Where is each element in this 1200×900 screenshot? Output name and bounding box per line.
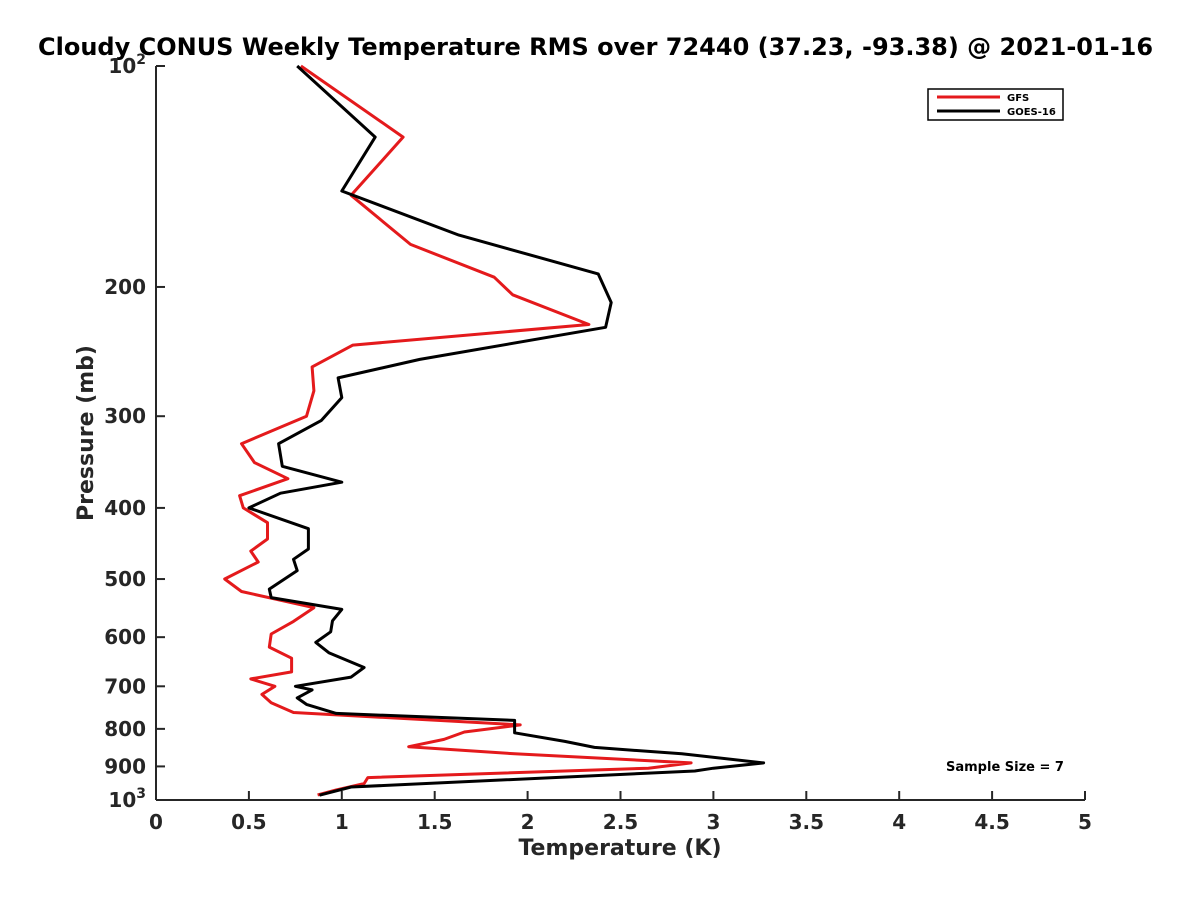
y-tick-label: 400 [104, 496, 146, 520]
x-tick-label: 0 [149, 810, 163, 834]
series-group [223, 64, 766, 797]
sample-size-annotation: Sample Size = 7 [946, 760, 1064, 775]
x-tick-label: 5 [1078, 810, 1092, 834]
y-tick-label: 102 [108, 52, 146, 78]
y-tick-label: 103 [108, 786, 146, 812]
x-tick-label: 4.5 [974, 810, 1009, 834]
y-tick-label: 200 [104, 275, 146, 299]
x-ticks: 0 0.5 1 1.5 2 2.5 3 3.5 4 4.5 5 [149, 791, 1092, 834]
y-tick-label: 800 [104, 717, 146, 741]
y-tick-label: 600 [104, 625, 146, 649]
legend-label: GFS [1007, 93, 1029, 104]
x-axis-label: Temperature (K) [518, 836, 721, 861]
y-tick-label: 500 [104, 567, 146, 591]
x-tick-label: 2.5 [603, 810, 638, 834]
x-tick-label: 3.5 [789, 810, 824, 834]
y-tick-label: 300 [104, 404, 146, 428]
x-tick-label: 3 [706, 810, 720, 834]
x-tick-label: 1 [335, 810, 349, 834]
legend: GFS GOES-16 [927, 88, 1064, 121]
legend-box [927, 88, 1064, 121]
x-tick-label: 1.5 [417, 810, 452, 834]
x-tick-label: 0.5 [231, 810, 266, 834]
chart-title: Cloudy CONUS Weekly Temperature RMS over… [38, 33, 1153, 61]
y-ticks: 102 200 300 400 500 600 700 800 900 103 [104, 52, 165, 812]
series-line-1 [247, 64, 766, 797]
x-tick-label: 4 [892, 810, 906, 834]
x-tick-label: 2 [521, 810, 535, 834]
legend-label: GOES-16 [1007, 107, 1056, 118]
y-tick-label: 900 [104, 754, 146, 778]
y-tick-label: 700 [104, 674, 146, 698]
y-axis-label: Pressure (mb) [74, 345, 99, 521]
